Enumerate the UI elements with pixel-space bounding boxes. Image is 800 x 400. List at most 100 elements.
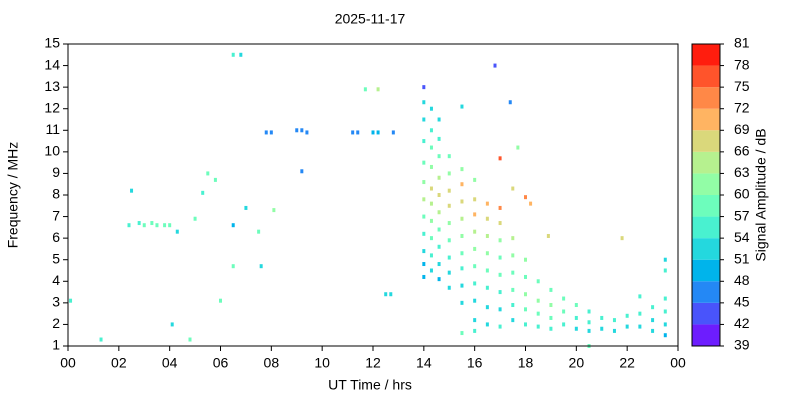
data-point <box>574 315 578 320</box>
data-point <box>498 255 502 260</box>
data-point <box>447 188 451 193</box>
data-point <box>549 303 553 308</box>
data-point <box>429 253 433 258</box>
y-tick-label: 7 <box>52 207 60 223</box>
data-point <box>213 177 217 182</box>
colorbar-segment <box>692 108 720 131</box>
plot-frame <box>67 43 679 347</box>
data-point <box>473 212 477 217</box>
data-point <box>574 303 578 308</box>
data-point <box>511 186 515 191</box>
data-point <box>437 193 441 197</box>
data-point <box>485 268 489 273</box>
data-point <box>587 320 591 325</box>
data-point <box>663 322 667 327</box>
data-point <box>587 328 591 333</box>
data-point <box>498 324 502 329</box>
x-tick-label: 00 <box>670 355 686 371</box>
data-point <box>437 227 441 232</box>
data-point <box>363 87 367 92</box>
data-point <box>498 221 502 226</box>
data-point <box>516 145 520 150</box>
data-point <box>549 315 553 320</box>
data-point <box>485 201 489 206</box>
data-point <box>498 290 502 295</box>
colorbar-tick-label: 78 <box>734 56 750 72</box>
data-point <box>231 223 235 228</box>
data-point <box>168 223 172 228</box>
data-point <box>437 262 441 267</box>
y-axis-label: Frequency / MHz <box>5 142 21 249</box>
data-point <box>562 296 566 301</box>
data-point <box>485 322 489 327</box>
data-point <box>170 322 174 327</box>
data-point <box>511 253 515 258</box>
data-point <box>422 262 426 267</box>
data-point <box>130 188 134 193</box>
x-tick-label: 02 <box>111 355 127 371</box>
data-point <box>460 283 464 288</box>
data-point <box>460 251 464 256</box>
data-point <box>485 216 489 221</box>
data-point <box>429 164 433 169</box>
data-point <box>300 128 304 133</box>
data-point <box>524 307 527 312</box>
y-tick-label: 12 <box>44 99 60 115</box>
data-point <box>437 210 441 215</box>
data-point <box>447 255 451 260</box>
colorbar-tick-label: 54 <box>734 229 750 245</box>
data-point <box>188 337 192 342</box>
y-tick-label: 14 <box>44 56 60 72</box>
data-point <box>429 268 433 273</box>
data-point <box>460 199 464 204</box>
colorbar-tick-label: 48 <box>734 272 750 288</box>
colorbar-tick-label: 75 <box>734 78 750 94</box>
data-point <box>257 229 261 234</box>
data-point <box>460 233 464 238</box>
colorbar-segment <box>692 324 720 346</box>
data-point <box>239 52 243 57</box>
y-tick-label: 2 <box>52 315 60 331</box>
data-point <box>422 100 426 105</box>
x-tick-label: 20 <box>569 355 585 371</box>
data-point <box>422 214 426 219</box>
y-tick-label: 1 <box>52 337 60 353</box>
data-point <box>498 205 502 210</box>
data-point <box>511 270 515 275</box>
data-point <box>524 257 527 262</box>
colorbar-segment <box>692 173 720 195</box>
data-point <box>244 205 248 210</box>
colorbar-tick-label: 51 <box>734 250 750 266</box>
data-point <box>536 298 540 303</box>
data-point <box>638 311 642 316</box>
colorbar-segment <box>692 130 720 152</box>
data-point <box>376 87 380 92</box>
data-point <box>429 106 433 111</box>
data-point <box>524 195 527 200</box>
y-tick-label: 11 <box>45 121 60 137</box>
x-tick-label: 18 <box>518 355 534 371</box>
data-point <box>493 63 497 68</box>
data-point <box>231 52 235 57</box>
y-tick-label: 13 <box>44 78 60 94</box>
data-point <box>422 139 426 144</box>
data-point <box>437 136 441 141</box>
data-point <box>498 156 502 161</box>
data-point <box>460 331 464 336</box>
data-point <box>511 318 515 323</box>
data-point <box>201 190 205 195</box>
colorbar-segment <box>692 238 720 260</box>
data-point <box>460 300 464 305</box>
data-point <box>625 324 629 329</box>
data-point <box>437 175 441 180</box>
data-point <box>429 236 433 241</box>
data-point <box>447 238 451 243</box>
data-point <box>651 305 655 310</box>
data-point <box>231 264 235 269</box>
data-point <box>259 264 263 269</box>
data-point <box>163 223 167 228</box>
colorbar-tick-label: 57 <box>734 207 750 223</box>
colorbar-tick-label: 69 <box>734 121 750 137</box>
data-point <box>219 298 222 303</box>
data-point <box>663 309 667 314</box>
